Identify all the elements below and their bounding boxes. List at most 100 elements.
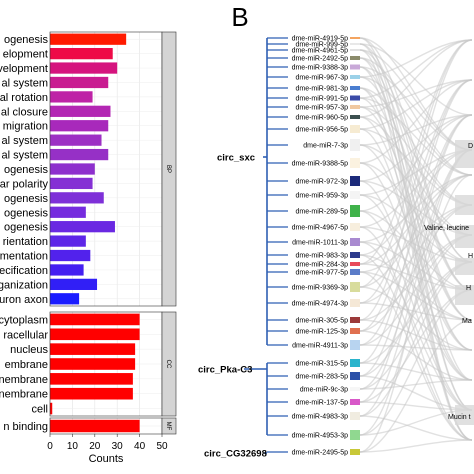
mirna-label: dme-miR-289-5p: [295, 209, 348, 216]
mirna-node: [350, 56, 360, 60]
bar: [50, 76, 109, 89]
bar: [50, 163, 95, 175]
category-label: migration: [3, 121, 48, 133]
category-label: mentation: [0, 251, 48, 263]
category-label: nembrane: [0, 389, 48, 401]
circrna-label: circ_sxc: [217, 153, 255, 164]
mirna-node: [350, 317, 360, 323]
bar: [50, 33, 127, 45]
facet-strip: [161, 31, 177, 307]
mirna-node: [350, 95, 360, 101]
sankey-flow: [359, 286, 473, 351]
bar: [50, 192, 104, 204]
category-label: cell: [31, 404, 48, 416]
mirna-node: [350, 282, 360, 292]
sankey-flow: [359, 114, 473, 146]
sankey-flow: [359, 79, 473, 130]
facet-strip: [161, 417, 177, 435]
bar: [50, 387, 133, 400]
sankey-flow: [359, 415, 473, 441]
category-label: uron axon: [0, 294, 48, 306]
mirna-label: dme-miR-4974-3p: [292, 301, 349, 308]
mirna-label: dme-miR-956-5p: [295, 127, 348, 134]
bar: [50, 328, 140, 341]
sankey-flow: [359, 210, 473, 411]
mirna-label: dme-miR-1011-3p: [292, 240, 348, 247]
pathway-label: Mucin t: [448, 414, 471, 421]
mirna-node: [350, 191, 360, 199]
mirna-label: dme-miR-977-5p: [295, 270, 348, 277]
pathway-node: [455, 258, 474, 275]
mirna-node: [350, 412, 360, 420]
mirna-label: dme-miR-4919-5p: [292, 36, 349, 43]
bar: [50, 120, 109, 132]
mirna-node: [350, 449, 360, 455]
pathway-label: H: [468, 253, 473, 260]
panel-b-sankey-diagram: Bdme-miR-4919-5pdme-miR-999-5pdme-miR-49…: [198, 2, 474, 460]
panel-label-b: B: [231, 2, 248, 32]
category-label: ogenesis: [4, 193, 49, 205]
mirna-label: dme-miR-137-5p: [295, 400, 348, 407]
sankey-flow: [359, 79, 473, 164]
mirna-label: dme-miR-4967-5p: [292, 225, 349, 232]
x-tick-label: 30: [112, 441, 124, 452]
category-label: elopment: [3, 49, 48, 61]
sankey-flow: [359, 57, 473, 291]
sankey-flow: [359, 57, 473, 176]
mirna-label: dme-miR-7-3p: [303, 143, 348, 150]
mirna-label: dme-miR-999-5p: [295, 42, 348, 49]
mirna-node: [350, 252, 360, 258]
mirna-node: [350, 176, 360, 186]
bar: [50, 62, 118, 74]
circrna-label: circ_CG32698: [204, 449, 267, 460]
bar: [50, 373, 133, 385]
bar: [50, 313, 140, 326]
sankey-flow: [359, 116, 473, 351]
mirna-label: dme-miR-960-5p: [295, 115, 348, 122]
mirna-label: dme-miR-9388-3p: [292, 65, 349, 72]
mirna-label: dme-miR-9c-3p: [300, 387, 348, 394]
mirna-node: [350, 49, 360, 51]
sankey-flow: [359, 162, 473, 263]
mirna-label: dme-miR-4961-5p: [292, 48, 349, 55]
category-label: ar polarity: [0, 178, 49, 190]
sankey-flow: [359, 114, 473, 346]
sankey-flow: [359, 97, 473, 176]
bar: [50, 177, 93, 190]
circrna-label: circ_Pka-C3: [198, 365, 252, 376]
mirna-node: [350, 262, 360, 266]
bar: [50, 419, 140, 433]
x-axis-title: Counts: [89, 453, 124, 465]
mirna-label: dme-miR-315-5p: [295, 361, 348, 368]
category-label: ogenesis: [4, 164, 49, 176]
category-label: n binding: [3, 421, 48, 433]
sankey-flow: [359, 439, 473, 453]
bar: [50, 343, 136, 355]
mirna-node: [350, 328, 360, 334]
mirna-node: [350, 223, 360, 231]
mirna-node: [350, 299, 360, 307]
bar: [50, 105, 111, 117]
pathway-node: [455, 405, 474, 425]
sankey-flow: [359, 79, 473, 364]
category-label: ganization: [0, 279, 48, 291]
bar: [50, 235, 86, 247]
mirna-node: [350, 64, 360, 70]
x-tick-label: 20: [89, 441, 101, 452]
mirna-label: dme-miR-4983-3p: [292, 414, 349, 421]
pathway-node: [455, 225, 474, 248]
mirna-label: dme-miR-284-3p: [295, 262, 348, 269]
mirna-label: dme-miR-983-3p: [295, 253, 348, 260]
mirna-node: [350, 387, 360, 391]
sankey-flow: [359, 319, 473, 351]
sankey-flow: [359, 39, 473, 118]
sankey-flow: [359, 271, 473, 321]
mirna-node: [350, 238, 360, 246]
mirna-node: [350, 399, 360, 405]
category-label: al system: [2, 150, 48, 162]
mirna-label: dme-miR-305-5p: [295, 318, 348, 325]
facet-strip-label: CC: [165, 360, 171, 369]
sankey-flow: [359, 362, 473, 381]
mirna-label: dme-miR-9388-5p: [292, 161, 349, 168]
pathway-node: [455, 285, 474, 305]
